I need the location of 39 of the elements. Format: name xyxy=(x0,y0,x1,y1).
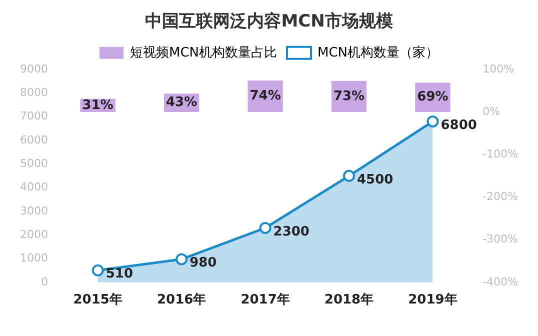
x-tick-label: 2019年 xyxy=(408,292,458,308)
point xyxy=(343,170,356,182)
data-label: 6800 xyxy=(440,118,477,133)
data-label: 31% xyxy=(82,98,114,113)
y-tick-label: 1000 xyxy=(20,252,48,265)
y-tick-label: 3000 xyxy=(20,204,48,218)
data-label: 510 xyxy=(106,266,133,282)
y-tick-label: 9000 xyxy=(20,62,48,76)
y-tick-label: 4000 xyxy=(20,180,48,194)
x-tick-label: 2015年 xyxy=(73,292,122,308)
data-label: 43% xyxy=(166,95,198,110)
y2-tick-label: -100% xyxy=(482,147,518,160)
x-tick-label: 2017年 xyxy=(240,292,290,308)
y2-tick-label: -200% xyxy=(482,190,518,204)
data-label: 980 xyxy=(190,256,217,271)
data-label: 4500 xyxy=(357,172,394,188)
point xyxy=(92,264,104,276)
y2-tick-label: 0% xyxy=(482,104,500,118)
legend-label: 短视频MCN机构数量占比 xyxy=(130,45,278,60)
x-tick-label: 2016年 xyxy=(156,292,206,308)
y-tick-label: 2000 xyxy=(20,228,48,241)
y2-tick-label: -400% xyxy=(482,275,518,288)
chart-title: 中国互联网泛内容MCN市场规模 xyxy=(145,12,393,32)
y-tick-label: 8000 xyxy=(20,86,48,99)
point xyxy=(426,115,439,128)
y-tick-label: 6000 xyxy=(20,133,48,146)
y2-tick-label: -300% xyxy=(482,232,518,246)
data-label: 73% xyxy=(333,88,365,104)
data-label: 69% xyxy=(417,90,448,105)
legend-label: MCN机构数量（家） xyxy=(318,44,439,60)
y-tick-label: 0 xyxy=(40,275,48,288)
point xyxy=(259,222,272,234)
point xyxy=(176,253,188,266)
data-label: 2300 xyxy=(273,224,310,240)
y-tick-label: 5000 xyxy=(20,156,48,170)
x-tick-label: 2018年 xyxy=(324,292,374,308)
y2-tick-label: 100% xyxy=(482,62,514,76)
y-tick-label: 7000 xyxy=(20,110,48,123)
data-label: 74% xyxy=(250,88,281,104)
